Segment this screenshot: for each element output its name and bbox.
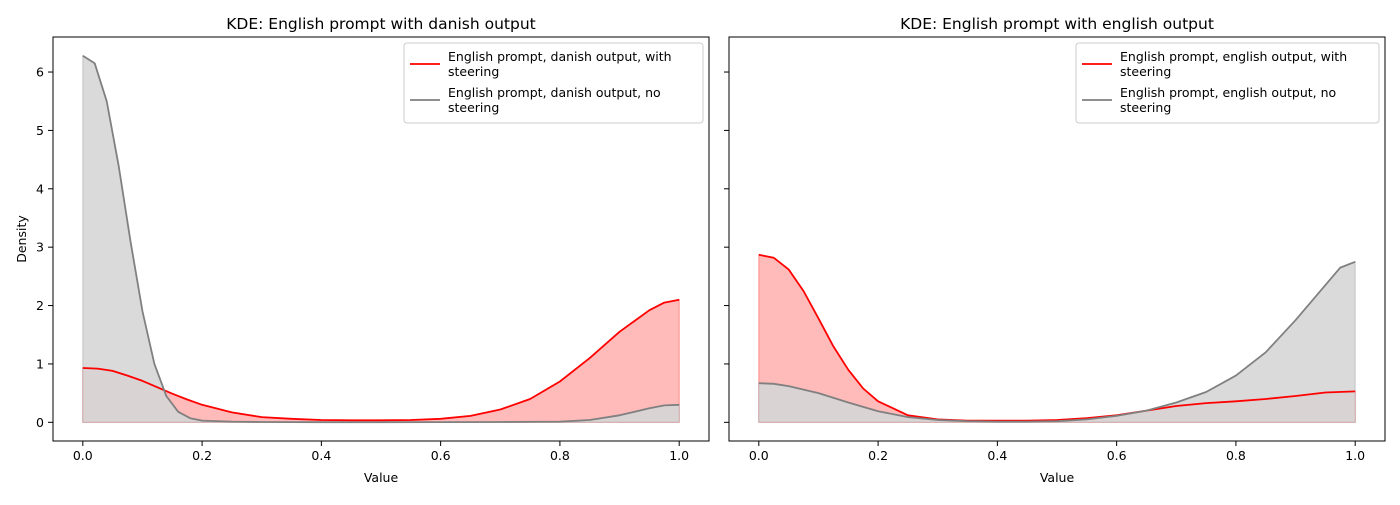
y-tick-label: 4 [36, 181, 44, 196]
legend-label-line-1: English prompt, english output, no [1120, 85, 1336, 100]
panel-left-legend: English prompt, danish output, with stee… [403, 42, 704, 124]
panel-right-fills [758, 254, 1356, 423]
y-tick-label: 1 [36, 356, 44, 371]
legend-label-line-2: steering [1120, 64, 1171, 79]
x-tick-label: 0.2 [868, 448, 888, 463]
panel-left-x-ticks: 0.0 0.2 0.4 0.6 0.8 1.0 [73, 441, 689, 463]
legend-label-with-steering: English prompt, english output, with ste… [1120, 49, 1351, 79]
line-series-1 [82, 298, 680, 422]
panel-right-frame [728, 36, 1386, 442]
y-tick-label: 0 [36, 415, 44, 430]
x-tick-label: 1.0 [669, 448, 689, 463]
legend-label-line-1: English prompt, danish output, with [448, 49, 672, 64]
x-tick-label: 0.8 [1226, 448, 1246, 463]
x-tick-label: 0.4 [311, 448, 331, 463]
x-tick-label: 0.2 [192, 448, 212, 463]
legend-box [403, 42, 704, 124]
legend-label-line-2: steering [1120, 100, 1171, 115]
y-tick-label: 3 [36, 240, 44, 255]
x-tick-label: 1.0 [1345, 448, 1365, 463]
x-tick-label: 0.6 [1107, 448, 1127, 463]
legend-label-no-steering: English prompt, danish output, no steeri… [448, 85, 665, 115]
legend-label-line-1: English prompt, english output, with [1120, 49, 1347, 64]
y-tick-label: 5 [36, 123, 44, 138]
panel-left-y-axis-label: Density [14, 215, 29, 263]
panel-right-lines [758, 253, 1356, 423]
x-tick-label: 0.0 [73, 448, 93, 463]
panel-right-legend: English prompt, english output, with ste… [1075, 42, 1380, 124]
y-tick-label: 2 [36, 298, 44, 313]
panel-left-frame [52, 36, 710, 442]
panel-right-y-ticks [724, 71, 729, 423]
x-tick-label: 0.6 [431, 448, 451, 463]
panel-left-lines [82, 54, 680, 424]
legend-box [1075, 42, 1380, 124]
panel-right: KDE: English prompt with english output … [724, 15, 1386, 485]
legend-label-no-steering: English prompt, english output, no steer… [1120, 85, 1340, 115]
panel-right-title: KDE: English prompt with english output [900, 15, 1214, 33]
line-series-2 [82, 54, 680, 424]
x-tick-label: 0.0 [749, 448, 769, 463]
panel-right-x-axis-label: Value [1040, 470, 1075, 485]
panel-left-title: KDE: English prompt with danish output [226, 15, 535, 33]
legend-label-line-2: steering [448, 64, 499, 79]
legend-label-line-1: English prompt, danish output, no [448, 85, 661, 100]
y-tick-label: 6 [36, 65, 44, 80]
panel-right-x-ticks: 0.0 0.2 0.4 0.6 0.8 1.0 [749, 441, 1365, 463]
legend-label-line-2: steering [448, 100, 499, 115]
line-series-1 [758, 253, 1356, 422]
legend-label-with-steering: English prompt, danish output, with stee… [448, 49, 676, 79]
panel-left-y-ticks: 0 1 2 3 4 5 6 [36, 65, 53, 430]
x-tick-label: 0.8 [550, 448, 570, 463]
panel-left-x-axis-label: Value [364, 470, 399, 485]
line-series-2 [758, 260, 1356, 423]
panel-left: KDE: English prompt with danish output 0… [14, 15, 710, 485]
x-tick-label: 0.4 [987, 448, 1007, 463]
